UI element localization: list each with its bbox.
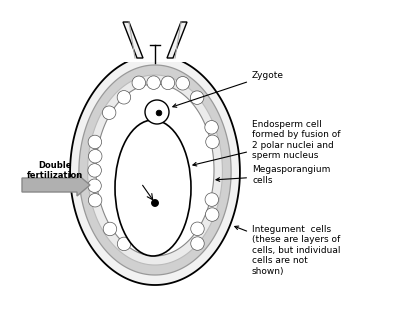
Circle shape xyxy=(205,121,218,134)
Ellipse shape xyxy=(115,120,191,256)
Polygon shape xyxy=(88,75,222,265)
Circle shape xyxy=(147,76,160,89)
Circle shape xyxy=(102,106,116,120)
FancyArrow shape xyxy=(22,174,90,196)
Circle shape xyxy=(176,77,190,90)
Circle shape xyxy=(206,208,219,221)
Polygon shape xyxy=(120,0,190,62)
Circle shape xyxy=(117,237,131,251)
Polygon shape xyxy=(96,84,214,256)
Circle shape xyxy=(88,179,101,193)
Circle shape xyxy=(191,222,204,235)
Circle shape xyxy=(88,150,102,163)
Text: Megasporangium
cells: Megasporangium cells xyxy=(216,165,330,185)
Circle shape xyxy=(117,91,131,104)
Circle shape xyxy=(206,135,219,149)
Text: Double
fertilization: Double fertilization xyxy=(27,161,83,180)
Circle shape xyxy=(88,193,102,207)
Polygon shape xyxy=(79,65,231,275)
Circle shape xyxy=(132,76,146,90)
Circle shape xyxy=(161,76,175,90)
Circle shape xyxy=(205,193,218,206)
Circle shape xyxy=(103,222,117,236)
Polygon shape xyxy=(167,22,187,58)
Circle shape xyxy=(88,164,102,177)
Polygon shape xyxy=(70,55,240,285)
Circle shape xyxy=(88,135,102,149)
Circle shape xyxy=(145,100,169,124)
Text: Zygote: Zygote xyxy=(173,70,284,107)
Circle shape xyxy=(191,237,204,250)
Circle shape xyxy=(152,200,158,206)
Text: Integument  cells
(these are layers of
cells, but individual
cells are not
shown: Integument cells (these are layers of ce… xyxy=(235,225,340,276)
Circle shape xyxy=(190,91,204,104)
Text: Endosperm cell
formed by fusion of
2 polar nuclei and
sperm nucleus: Endosperm cell formed by fusion of 2 pol… xyxy=(193,120,340,166)
Circle shape xyxy=(156,110,162,116)
Polygon shape xyxy=(123,22,143,58)
